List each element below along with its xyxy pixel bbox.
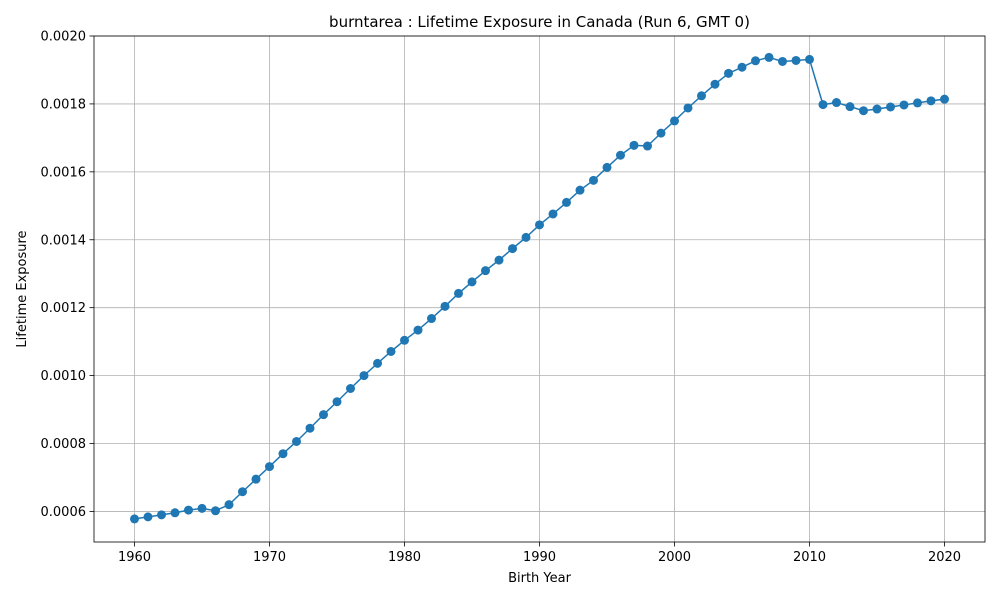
data-point	[373, 358, 382, 368]
series-points	[130, 52, 949, 524]
data-point	[467, 277, 477, 287]
data-point	[940, 94, 949, 104]
data-point	[926, 96, 936, 106]
data-point	[494, 255, 504, 265]
x-axis-label: Birth Year	[508, 571, 572, 586]
data-point	[292, 436, 301, 446]
data-point	[170, 508, 180, 518]
data-point	[913, 98, 922, 108]
data-point	[724, 68, 733, 78]
data-point	[845, 102, 855, 112]
data-point	[440, 301, 450, 311]
y-tick-label: 0.0006	[41, 505, 87, 520]
data-point	[332, 397, 342, 407]
data-point	[278, 449, 288, 459]
data-point	[764, 52, 774, 62]
y-tick-label: 0.0020	[41, 30, 87, 45]
data-point	[899, 100, 909, 110]
y-axis-ticks: 0.0006 0.0008 0.0010 0.0012 0.0014 0.0016 0.00…	[41, 30, 94, 520]
data-point	[751, 56, 760, 66]
data-point	[710, 79, 720, 89]
y-tick-label: 0.0012	[41, 301, 87, 316]
data-point	[805, 54, 814, 64]
data-point	[859, 106, 868, 116]
data-point	[521, 232, 531, 242]
data-point	[386, 346, 396, 356]
data-point	[508, 244, 517, 254]
data-point	[251, 474, 261, 484]
data-point	[616, 150, 625, 160]
data-point	[143, 512, 153, 522]
y-tick-label: 0.0016	[41, 165, 87, 180]
y-tick-label: 0.0018	[41, 97, 87, 112]
data-point	[872, 104, 882, 114]
data-point	[481, 266, 490, 276]
data-point	[602, 162, 612, 172]
x-tick-label: 2000	[658, 550, 691, 565]
data-point	[454, 288, 463, 298]
data-point	[589, 175, 598, 185]
x-tick-label: 1970	[253, 550, 286, 565]
data-point	[197, 503, 207, 513]
y-tick-label: 0.0008	[41, 437, 87, 452]
x-tick-label: 1980	[388, 550, 421, 565]
data-point	[265, 462, 274, 472]
x-tick-label: 1960	[118, 550, 151, 565]
data-point	[211, 506, 220, 516]
y-tick-label: 0.0014	[41, 233, 87, 248]
y-axis-label: Lifetime Exposure	[15, 230, 30, 347]
data-point	[224, 500, 234, 510]
x-tick-label: 2010	[793, 550, 826, 565]
x-tick-label: 1990	[523, 550, 556, 565]
data-point	[562, 197, 571, 207]
data-point	[305, 423, 315, 433]
data-point	[346, 384, 355, 393]
data-point	[629, 140, 639, 150]
data-point	[157, 510, 166, 520]
data-point	[238, 487, 247, 497]
data-point	[400, 335, 409, 345]
data-point	[791, 55, 801, 65]
data-point	[886, 102, 895, 112]
data-point	[548, 209, 558, 219]
data-point	[778, 56, 787, 66]
chart-title: burntarea : Lifetime Exposure in Canada …	[329, 13, 750, 31]
data-point	[535, 220, 544, 230]
data-point	[184, 505, 193, 515]
data-point	[427, 314, 436, 324]
data-point	[359, 371, 369, 381]
data-point	[413, 325, 423, 335]
y-tick-label: 0.0010	[41, 369, 87, 384]
data-point	[130, 514, 139, 524]
data-point	[832, 98, 841, 108]
data-point	[575, 185, 585, 195]
data-point	[643, 141, 652, 151]
data-point	[656, 128, 666, 138]
x-axis-ticks: 1960 1970 1980 1990 2000 2010 2020	[118, 542, 961, 565]
data-point	[697, 91, 706, 101]
data-point	[818, 100, 828, 110]
x-tick-label: 2020	[928, 550, 961, 565]
data-point	[670, 116, 679, 126]
data-point	[683, 103, 693, 113]
data-point	[737, 62, 747, 72]
data-point	[319, 410, 328, 420]
